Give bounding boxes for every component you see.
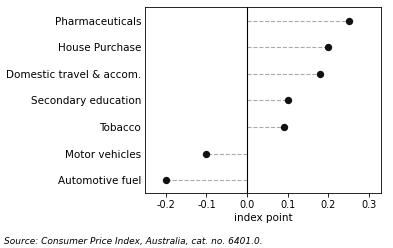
Point bbox=[203, 152, 209, 155]
Text: Source: Consumer Price Index, Australia, cat. no. 6401.0.: Source: Consumer Price Index, Australia,… bbox=[4, 237, 263, 246]
Point bbox=[163, 178, 169, 182]
Point bbox=[317, 72, 323, 76]
Point bbox=[325, 45, 332, 49]
Point bbox=[285, 98, 291, 102]
Point bbox=[281, 125, 287, 129]
Point bbox=[345, 19, 352, 23]
X-axis label: index point: index point bbox=[234, 213, 293, 223]
